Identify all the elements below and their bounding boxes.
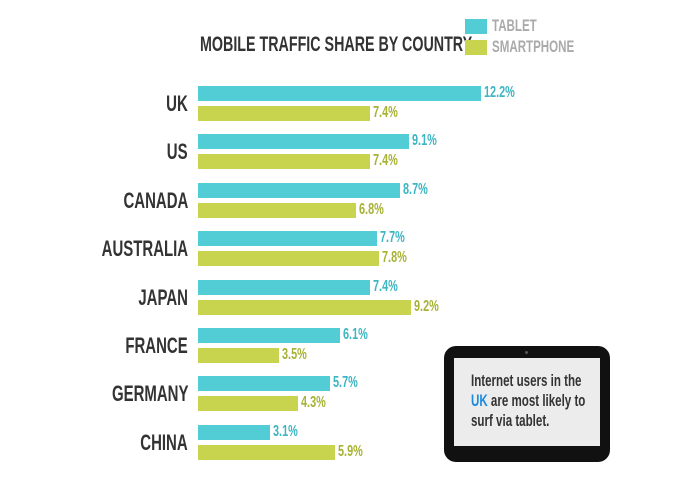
- data-label-tablet: 7.4%: [372, 277, 398, 295]
- bar-tablet: [198, 182, 400, 198]
- category-label: CHINA: [140, 429, 188, 455]
- bar-tablet: [198, 279, 370, 295]
- bar-smartphone: [198, 251, 379, 267]
- data-label-smartphone: 7.8%: [381, 249, 407, 267]
- bar-smartphone: [198, 444, 335, 460]
- bar-tablet: [198, 231, 377, 247]
- bar-smartphone: [198, 154, 370, 170]
- category-label: UK: [166, 91, 188, 116]
- data-label-tablet: 3.1%: [272, 422, 298, 440]
- legend-swatch-tablet: [465, 19, 487, 34]
- tablet-illustration: Internet users in the UK are most likely…: [444, 346, 610, 462]
- data-label-smartphone: 6.8%: [358, 200, 384, 218]
- bar-smartphone: [198, 202, 356, 218]
- data-label-smartphone: 7.4%: [372, 104, 398, 121]
- bar-tablet: [198, 134, 410, 150]
- chart-title: MOBILE TRAFFIC SHARE BY COUNTRY: [200, 33, 473, 56]
- camera-icon: [525, 351, 528, 354]
- data-label-tablet: 9.1%: [412, 132, 437, 150]
- data-label-smartphone: 3.5%: [282, 346, 307, 363]
- data-label-smartphone: 5.9%: [337, 442, 363, 460]
- category-label: JAPAN: [138, 284, 188, 310]
- category-label: CANADA: [123, 187, 188, 213]
- legend-label-smartphone: SMARTPHONE: [492, 37, 575, 56]
- data-label-smartphone: 7.4%: [372, 152, 398, 170]
- data-label-tablet: 5.7%: [333, 374, 359, 392]
- category-label: US: [167, 139, 188, 165]
- bar-tablet: [198, 376, 331, 392]
- bar-smartphone: [198, 299, 412, 315]
- data-label-tablet: 7.7%: [379, 229, 405, 247]
- callout-text: Internet users in the UK are most likely…: [471, 371, 671, 431]
- data-label-tablet: 8.7%: [402, 180, 428, 198]
- legend-label-tablet: TABLET: [492, 16, 537, 35]
- bar-smartphone: [198, 348, 280, 363]
- callout-highlight: UK: [471, 391, 488, 410]
- bar-smartphone: [198, 396, 298, 412]
- bar-tablet: [198, 424, 270, 440]
- data-label-smartphone: 4.3%: [300, 394, 326, 412]
- category-label: GERMANY: [111, 381, 188, 407]
- bar-tablet: [198, 86, 482, 101]
- data-label-tablet: 12.2%: [484, 84, 515, 101]
- callout-line-3: surf via tablet.: [471, 411, 550, 430]
- tablet-screen: Internet users in the UK are most likely…: [454, 358, 600, 446]
- callout-line-1: Internet users in the: [471, 371, 582, 390]
- category-label: FRANCE: [125, 333, 188, 358]
- bar-tablet: [198, 328, 340, 343]
- callout-line-2: are most likely to: [487, 391, 586, 410]
- bar-smartphone: [198, 106, 370, 121]
- data-label-smartphone: 9.2%: [414, 297, 440, 315]
- category-label: AUSTRALIA: [101, 236, 188, 262]
- data-label-tablet: 6.1%: [342, 326, 368, 343]
- legend-swatch-smartphone: [465, 40, 487, 55]
